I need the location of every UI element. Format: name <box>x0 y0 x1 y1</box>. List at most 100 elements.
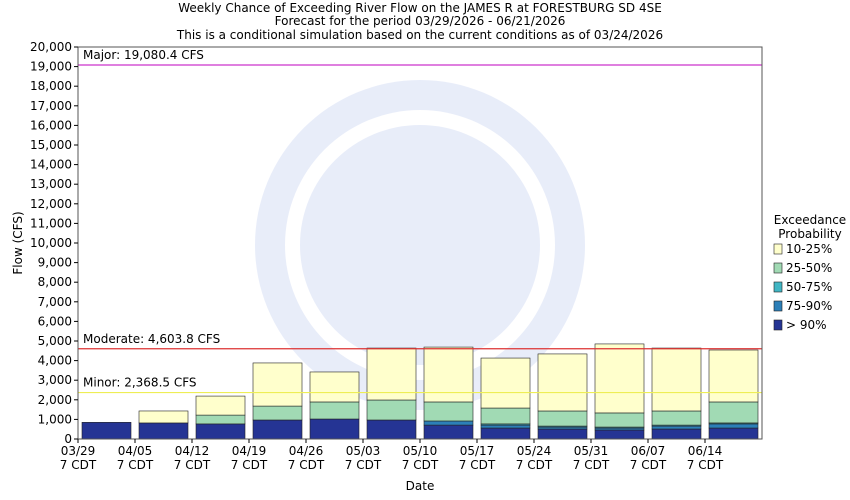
bar-segment <box>366 419 417 440</box>
bar-segment <box>309 371 360 403</box>
x-tick-label: 06/14 <box>688 444 723 458</box>
x-tick-label: 7 CDT <box>459 458 496 472</box>
y-tick-label: 18,000 <box>30 79 72 93</box>
y-tick-label: 14,000 <box>30 158 72 172</box>
bar-segment <box>594 429 645 440</box>
y-axis-label: Flow (CFS) <box>11 211 25 274</box>
y-tick-label: 16,000 <box>30 118 72 132</box>
bar-segment <box>195 414 246 425</box>
bar-segment <box>537 428 588 440</box>
bar-segment <box>309 401 360 420</box>
x-tick-label: 06/07 <box>631 444 666 458</box>
y-tick-label: 9,000 <box>38 256 72 270</box>
legend-swatch <box>773 300 783 312</box>
legend-swatch <box>773 319 783 331</box>
y-tick-label: 13,000 <box>30 177 72 191</box>
y-tick-label: 0 <box>64 432 72 446</box>
bar-segment <box>480 357 531 409</box>
x-tick-label: 7 CDT <box>231 458 268 472</box>
bar-segment <box>480 424 531 429</box>
bar-segment <box>537 410 588 427</box>
bar-segment <box>651 347 702 412</box>
bar-segment <box>708 427 759 440</box>
y-tick-label: 2,000 <box>38 393 72 407</box>
legend-label: 10-25% <box>786 242 832 256</box>
x-tick-label: 04/05 <box>118 444 153 458</box>
bar-segment <box>252 419 303 440</box>
threshold-label: Major: 19,080.4 CFS <box>83 48 204 62</box>
bar-segment <box>423 424 474 440</box>
x-tick-label: 7 CDT <box>402 458 439 472</box>
bar-segment <box>480 407 531 425</box>
x-tick-label: 05/31 <box>574 444 609 458</box>
bar-segment <box>309 418 360 440</box>
legend-title: Probability <box>778 227 841 241</box>
y-tick-label: 19,000 <box>30 60 72 74</box>
bar-segment <box>423 420 474 426</box>
y-tick-label: 17,000 <box>30 99 72 113</box>
x-tick-label: 04/26 <box>289 444 324 458</box>
y-tick-label: 11,000 <box>30 216 72 230</box>
y-tick-label: 3,000 <box>38 373 72 387</box>
bar-segment <box>366 347 417 401</box>
bar-segment <box>708 349 759 403</box>
bar-segment <box>537 353 588 412</box>
x-tick-label: 05/24 <box>517 444 552 458</box>
y-tick-label: 15,000 <box>30 138 72 152</box>
bar-segment <box>708 401 759 424</box>
x-tick-label: 7 CDT <box>630 458 667 472</box>
y-tick-label: 6,000 <box>38 314 72 328</box>
x-tick-label: 7 CDT <box>60 458 97 472</box>
bar-segment <box>81 422 132 440</box>
y-tick-label: 12,000 <box>30 197 72 211</box>
bar-segment <box>138 410 189 424</box>
legend-swatch <box>773 262 783 274</box>
threshold-label: Moderate: 4,603.8 CFS <box>83 332 220 346</box>
chart-subtitle: This is a conditional simulation based o… <box>176 28 663 42</box>
x-tick-label: 7 CDT <box>174 458 211 472</box>
x-tick-label: 7 CDT <box>687 458 724 472</box>
y-tick-label: 20,000 <box>30 40 72 54</box>
chart-subtitle: Forecast for the period 03/29/2026 - 06/… <box>275 14 566 28</box>
bar-segment <box>195 423 246 440</box>
bar-segment <box>252 405 303 421</box>
bar-segment <box>480 427 531 440</box>
bar-segment <box>423 346 474 403</box>
bar-segment <box>138 422 189 440</box>
legend-swatch <box>773 243 783 255</box>
x-tick-label: 7 CDT <box>288 458 325 472</box>
legend-title: Exceedance <box>774 213 846 227</box>
y-tick-label: 10,000 <box>30 236 72 250</box>
x-axis-label: Date <box>406 479 435 493</box>
legend-label: 25-50% <box>786 261 832 275</box>
bar-segment <box>651 428 702 440</box>
x-tick-label: 7 CDT <box>345 458 382 472</box>
y-tick-label: 1,000 <box>38 412 72 426</box>
bar-segment <box>651 410 702 426</box>
y-tick-label: 7,000 <box>38 295 72 309</box>
bar-segment <box>708 423 759 429</box>
x-tick-label: 7 CDT <box>117 458 154 472</box>
threshold-label: Minor: 2,368.5 CFS <box>83 376 197 390</box>
legend-swatch <box>773 281 783 293</box>
x-tick-label: 03/29 <box>61 444 96 458</box>
x-tick-label: 04/19 <box>232 444 267 458</box>
x-tick-label: 05/03 <box>346 444 381 458</box>
legend-label: 75-90% <box>786 299 832 313</box>
y-tick-label: 5,000 <box>38 334 72 348</box>
x-tick-label: 05/10 <box>403 444 438 458</box>
bar-segment <box>594 412 645 428</box>
y-tick-label: 4,000 <box>38 354 72 368</box>
bar-segment <box>651 425 702 430</box>
x-tick-label: 04/12 <box>175 444 210 458</box>
y-tick-label: 8,000 <box>38 275 72 289</box>
bar-segment <box>366 399 417 421</box>
legend-label: > 90% <box>786 318 827 332</box>
chart-title: Weekly Chance of Exceeding River Flow on… <box>178 1 662 15</box>
bar-segment <box>195 395 246 416</box>
x-tick-label: 05/17 <box>460 444 495 458</box>
legend-label: 50-75% <box>786 280 832 294</box>
bar-segment <box>423 401 474 422</box>
bar-segment <box>252 362 303 407</box>
